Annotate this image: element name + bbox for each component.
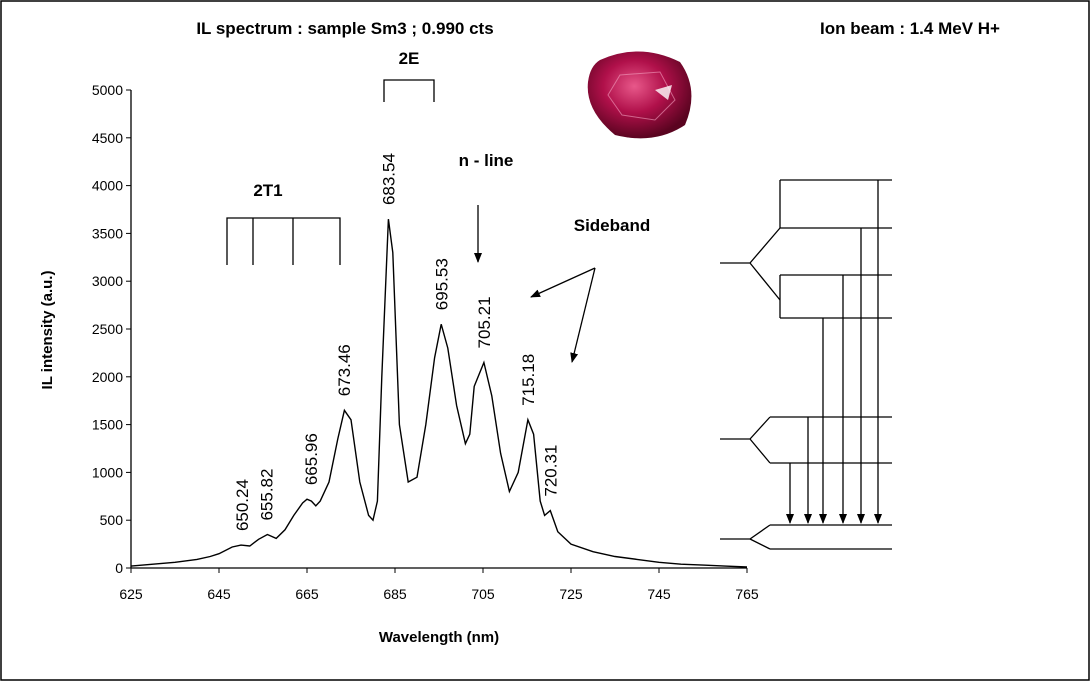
y-tick-label: 4000 xyxy=(92,178,123,194)
gem-image xyxy=(587,51,692,139)
peak-label: 720.31 xyxy=(541,445,560,497)
annotation-2t1: 2T1 xyxy=(226,181,341,265)
x-tick-label: 685 xyxy=(383,586,407,602)
energy-diagram xyxy=(720,179,892,550)
annotation-text: Sideband xyxy=(574,216,651,235)
y-tick-label: 5000 xyxy=(92,82,123,98)
arrow xyxy=(530,267,596,298)
peak-label: 715.18 xyxy=(519,354,538,406)
arrow xyxy=(570,267,596,363)
x-tick-label: 745 xyxy=(647,586,671,602)
x-tick-label: 665 xyxy=(295,586,319,602)
y-tick-label: 4500 xyxy=(92,130,123,146)
annotation-2e: 2E xyxy=(383,49,435,102)
annotation-text: 2T1 xyxy=(253,181,282,200)
peak-label: 705.21 xyxy=(475,296,494,348)
peak-label: 665.96 xyxy=(302,433,321,485)
annotation-text: 2E xyxy=(399,49,420,68)
x-tick-label: 765 xyxy=(735,586,759,602)
y-tick-label: 2000 xyxy=(92,369,123,385)
peak-label: 695.53 xyxy=(432,258,451,310)
y-tick-label: 500 xyxy=(100,512,124,528)
chart-title: IL spectrum : sample Sm3 ; 0.990 cts xyxy=(196,19,493,38)
x-tick-label: 725 xyxy=(559,586,583,602)
peak-label: 683.54 xyxy=(380,153,399,205)
chart-subtitle: Ion beam : 1.4 MeV H+ xyxy=(820,19,1000,38)
peak-label: 655.82 xyxy=(258,469,277,521)
peak-label: 673.46 xyxy=(335,344,354,396)
spectrum-line xyxy=(130,219,748,568)
y-tick-label: 1500 xyxy=(92,417,123,433)
y-tick-label: 3000 xyxy=(92,273,123,289)
y-axis-label: IL intensity (a.u.) xyxy=(39,271,56,390)
x-tick-label: 705 xyxy=(471,586,495,602)
y-tick-label: 0 xyxy=(115,560,123,576)
y-tick-label: 2500 xyxy=(92,321,123,337)
y-tick-label: 1000 xyxy=(92,464,123,480)
x-tick-label: 625 xyxy=(119,586,143,602)
peak-label: 650.24 xyxy=(233,479,252,531)
annotation-text: n - line xyxy=(459,151,514,170)
x-axis-label: Wavelength (nm) xyxy=(379,629,499,646)
x-tick-label: 645 xyxy=(207,586,231,602)
y-tick-label: 3500 xyxy=(92,225,123,241)
